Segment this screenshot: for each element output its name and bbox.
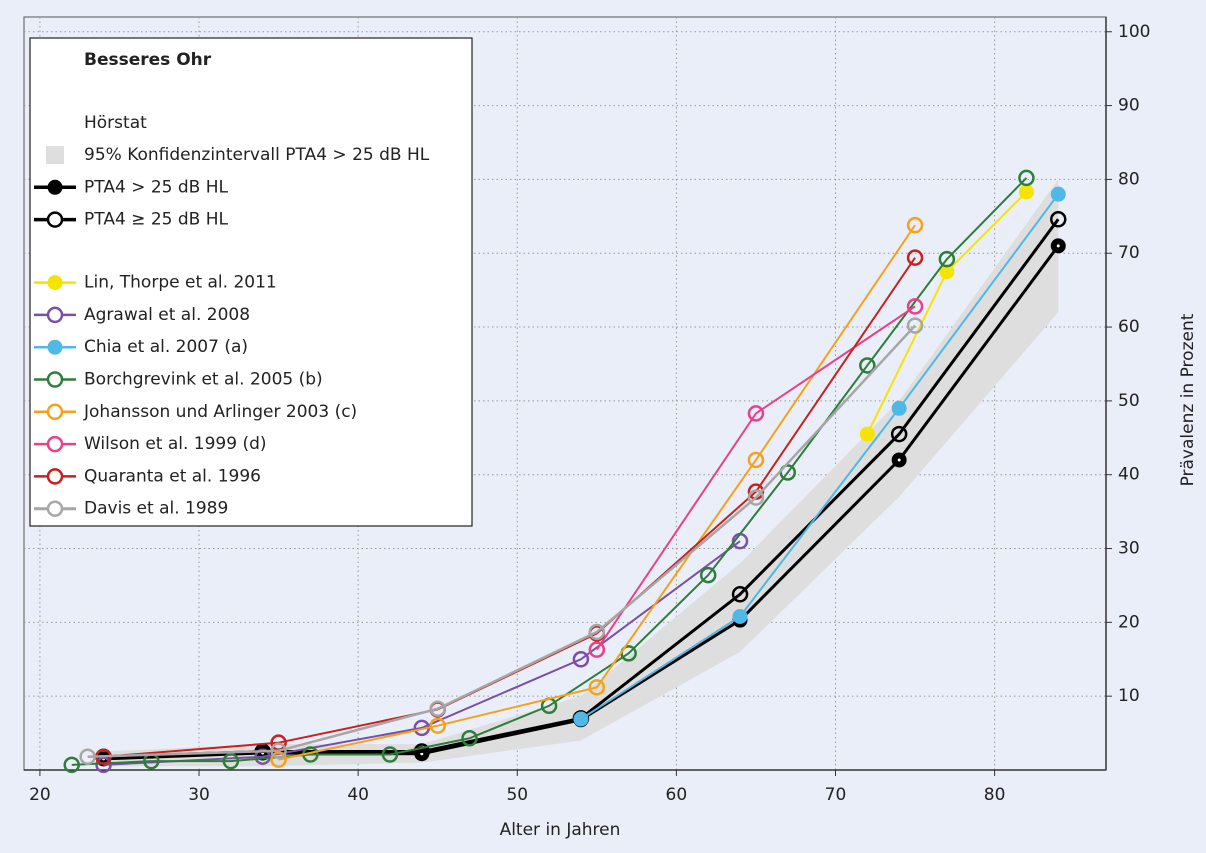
series-line	[580, 193, 1060, 720]
data-point	[1050, 211, 1067, 228]
x-tick-label: 60	[666, 785, 688, 805]
y-tick-label: 40	[1118, 465, 1140, 485]
data-point	[699, 566, 717, 584]
marker-dot	[897, 458, 901, 462]
y-tick-label: 20	[1118, 612, 1140, 632]
data-point	[891, 400, 907, 416]
y-axis-label: Prävalenz in Prozent	[1178, 313, 1198, 486]
y-tick-label: 100	[1118, 22, 1150, 42]
legend-label: Chia et al. 2007 (a)	[84, 337, 248, 357]
data-point	[939, 264, 955, 280]
data-point	[890, 425, 908, 443]
data-point	[588, 623, 606, 641]
legend-label: 95% Konfidenzintervall PTA4 > 25 dB HL	[84, 145, 430, 165]
legend-marker	[46, 306, 64, 324]
y-tick-label: 30	[1118, 539, 1140, 559]
legend-marker	[47, 275, 63, 291]
series-line	[71, 177, 1028, 766]
data-point	[1018, 184, 1034, 200]
data-point	[906, 216, 924, 234]
data-point	[731, 586, 749, 603]
y-tick-label: 80	[1118, 169, 1140, 189]
data-point	[572, 651, 590, 668]
legend-label: Davis et al. 1989	[84, 499, 228, 519]
data-point	[938, 250, 956, 268]
y-tick-label: 60	[1118, 317, 1140, 337]
x-tick-label: 40	[347, 785, 369, 805]
legend: Besseres Ohr Hörstat 95% Konfidenzinterval…	[29, 37, 473, 527]
legend-label: PTA4 > 25 dB HL	[84, 177, 228, 197]
series-line	[278, 224, 916, 761]
legend-marker	[46, 403, 64, 421]
legend-marker	[46, 371, 64, 388]
data-point	[95, 756, 112, 774]
legend-label: Lin, Thorpe et al. 2011	[84, 273, 277, 293]
legend-label: PTA4 ≥ 25 dB HL	[84, 210, 228, 230]
confidence-band	[103, 179, 1059, 767]
data-point	[588, 679, 606, 696]
data-point	[906, 249, 924, 266]
legend-marker	[47, 339, 63, 355]
series-line	[103, 540, 741, 766]
data-point	[747, 489, 765, 506]
data-point	[254, 748, 271, 765]
data-point	[1050, 186, 1066, 202]
legend-marker	[46, 435, 64, 453]
y-tick-label: 70	[1118, 243, 1140, 263]
x-tick-label: 70	[825, 785, 847, 805]
x-tick-label: 80	[984, 785, 1006, 805]
x-axis-label: Alter in Jahren	[500, 820, 621, 840]
legend-label: Johansson und Arlinger 2003 (c)	[83, 402, 357, 422]
data-point	[381, 746, 399, 763]
y-tick-label: 10	[1118, 686, 1140, 706]
data-point	[270, 751, 287, 768]
series-line	[87, 324, 916, 758]
data-point	[747, 451, 765, 469]
legend-box	[29, 37, 473, 527]
legend-marker	[46, 211, 64, 228]
data-point	[461, 730, 478, 747]
x-tick-label: 30	[188, 785, 210, 805]
data-point	[63, 756, 80, 774]
data-point	[747, 405, 765, 422]
legend-label: Borchgrevink et al. 2005 (b)	[84, 370, 323, 390]
data-point	[859, 357, 876, 374]
data-point	[1018, 169, 1035, 187]
legend-marker	[46, 500, 64, 517]
data-point	[413, 743, 431, 760]
legend-title: Besseres Ohr	[84, 50, 212, 70]
y-tick-label: 50	[1118, 391, 1140, 411]
legend-label: Agrawal et al. 2008	[84, 305, 250, 325]
data-point	[270, 742, 287, 760]
legend-label: Quaranta et al. 1996	[84, 466, 261, 486]
data-point	[79, 748, 96, 765]
data-point	[906, 317, 924, 334]
data-point	[859, 426, 875, 442]
data-point	[222, 752, 240, 770]
y-tick-label: 90	[1118, 96, 1140, 116]
legend-marker	[47, 179, 63, 195]
data-point	[732, 608, 748, 624]
series-line	[595, 305, 916, 651]
legend-marker	[46, 468, 64, 485]
x-tick-label: 50	[506, 785, 528, 805]
data-point	[429, 717, 446, 734]
legend-swatch	[46, 146, 64, 164]
legend-group: Hörstat	[84, 113, 147, 133]
data-point	[906, 298, 924, 315]
legend-label: Wilson et al. 1999 (d)	[84, 434, 267, 454]
marker-dot	[1056, 244, 1060, 248]
x-tick-label: 20	[29, 785, 51, 805]
data-point	[429, 700, 446, 717]
data-point	[588, 641, 606, 658]
data-point	[573, 711, 589, 727]
